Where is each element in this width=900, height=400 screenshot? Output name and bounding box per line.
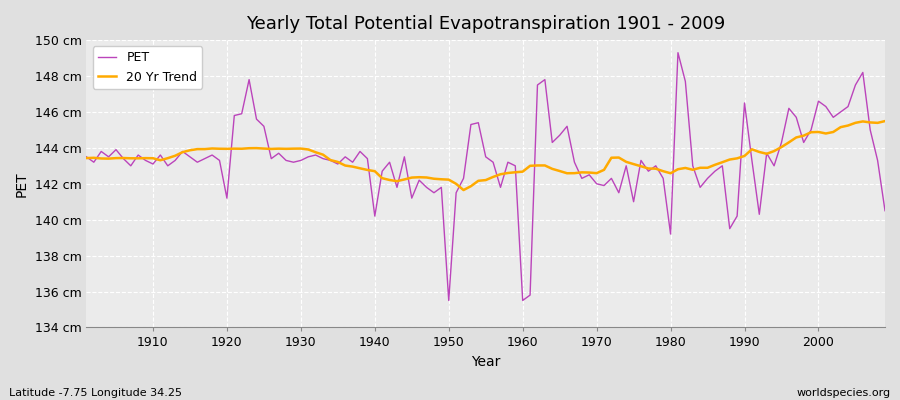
20 Yr Trend [518, 169, 528, 174]
20 Yr Trend [140, 156, 151, 160]
PET [140, 158, 151, 163]
PET [302, 154, 313, 159]
PET [525, 293, 535, 298]
Y-axis label: PET: PET [15, 171, 29, 196]
Legend: PET, 20 Yr Trend: PET, 20 Yr Trend [93, 46, 202, 89]
Text: Latitude -7.75 Longitude 34.25: Latitude -7.75 Longitude 34.25 [9, 388, 182, 398]
Line: PET: PET [86, 53, 885, 300]
20 Yr Trend [81, 156, 92, 160]
PET [444, 298, 454, 303]
PET [518, 298, 528, 303]
Line: 20 Yr Trend: 20 Yr Trend [86, 121, 885, 190]
PET [614, 190, 625, 195]
20 Yr Trend [525, 164, 535, 168]
Title: Yearly Total Potential Evapotranspiration 1901 - 2009: Yearly Total Potential Evapotranspiratio… [246, 15, 725, 33]
20 Yr Trend [302, 147, 313, 152]
20 Yr Trend [347, 164, 358, 169]
PET [81, 154, 92, 159]
PET [879, 208, 890, 213]
20 Yr Trend [879, 119, 890, 124]
PET [672, 50, 683, 55]
X-axis label: Year: Year [471, 355, 500, 369]
20 Yr Trend [458, 188, 469, 192]
Text: worldspecies.org: worldspecies.org [796, 388, 891, 398]
20 Yr Trend [614, 155, 625, 160]
PET [347, 160, 358, 165]
